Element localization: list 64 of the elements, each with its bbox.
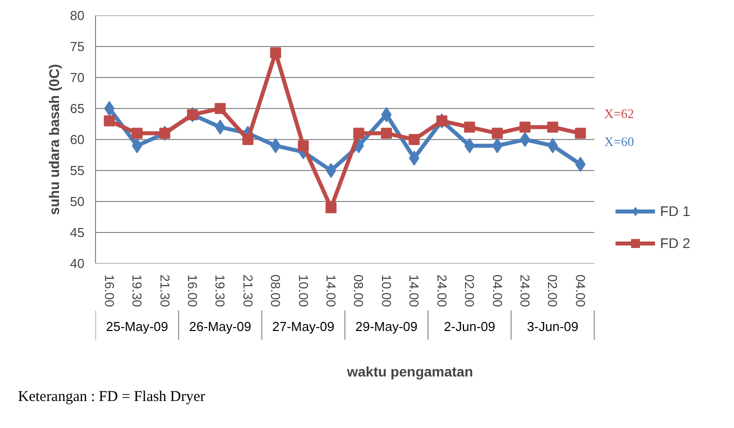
point (353, 128, 364, 139)
point (380, 128, 392, 139)
y-tick-label: 55 (70, 163, 85, 178)
text: X=60 (604, 134, 634, 149)
point (270, 47, 282, 58)
y-tick-label: 80 (70, 8, 85, 23)
point (104, 115, 115, 126)
point (270, 138, 281, 154)
point (132, 138, 142, 154)
point (464, 138, 475, 154)
x-tick-label: 21.30 (240, 274, 256, 308)
text: Keterangan : FD = Flash Dryer (18, 388, 206, 407)
point (408, 150, 420, 166)
x-tick-label: 16.00 (184, 274, 200, 308)
x-tick-label: 14.00 (324, 274, 339, 308)
text: 27-May-09 (272, 318, 334, 334)
point (326, 202, 337, 214)
x-tick-label: 04.00 (572, 274, 588, 308)
y-tick-label: 70 (70, 70, 85, 85)
text: 26-May-09 (189, 318, 252, 334)
x-tick-label: 02.00 (462, 274, 478, 308)
text: 25-May-09 (106, 318, 168, 334)
point (214, 103, 226, 114)
point (464, 122, 476, 133)
point (520, 132, 530, 147)
y-tick-label: 75 (70, 39, 85, 54)
x-axis-title: waktu pengamatan (346, 364, 474, 380)
x-tick-label: 08.00 (351, 274, 366, 308)
point (298, 140, 309, 152)
text: 3-Jun-09 (527, 318, 578, 334)
point (519, 122, 530, 133)
x-tick-label: 08.00 (268, 274, 284, 308)
x-tick-label: 24.00 (517, 274, 532, 308)
y-tick-label: 50 (70, 194, 85, 209)
point (326, 163, 336, 178)
x-tick-label: 19.30 (130, 274, 145, 308)
x-tick-label: 10.00 (378, 274, 394, 308)
x-tick-label: 16.00 (102, 274, 117, 308)
x-tick-label: 24.00 (434, 274, 450, 308)
legend-label: FD 2 (660, 235, 690, 251)
y-tick-label: 40 (70, 256, 85, 271)
point (492, 128, 503, 139)
x-tick-label: 02.00 (545, 274, 560, 308)
text: 29-May-09 (355, 318, 418, 334)
point (381, 107, 392, 122)
x-tick-label: 19.30 (212, 274, 228, 308)
point (132, 128, 143, 139)
x-tick-label: 10.00 (296, 274, 311, 308)
point (547, 122, 558, 133)
x-tick-label: 21.30 (157, 274, 172, 308)
y-axis-title: suhu udara basah (0C) (46, 64, 62, 215)
y-tick-label: 60 (70, 132, 85, 147)
point (408, 134, 420, 145)
point (575, 156, 586, 172)
text: 2-Jun-09 (444, 318, 496, 334)
x-tick-label: 14.00 (406, 274, 422, 308)
point (574, 128, 586, 139)
y-tick-label: 65 (70, 101, 85, 116)
point (104, 101, 115, 116)
text: X=62 (604, 106, 634, 121)
point (242, 134, 254, 145)
x-tick-label: 04.00 (490, 274, 505, 308)
y-tick-label: 45 (70, 225, 85, 240)
legend-label: FD 1 (660, 203, 690, 219)
